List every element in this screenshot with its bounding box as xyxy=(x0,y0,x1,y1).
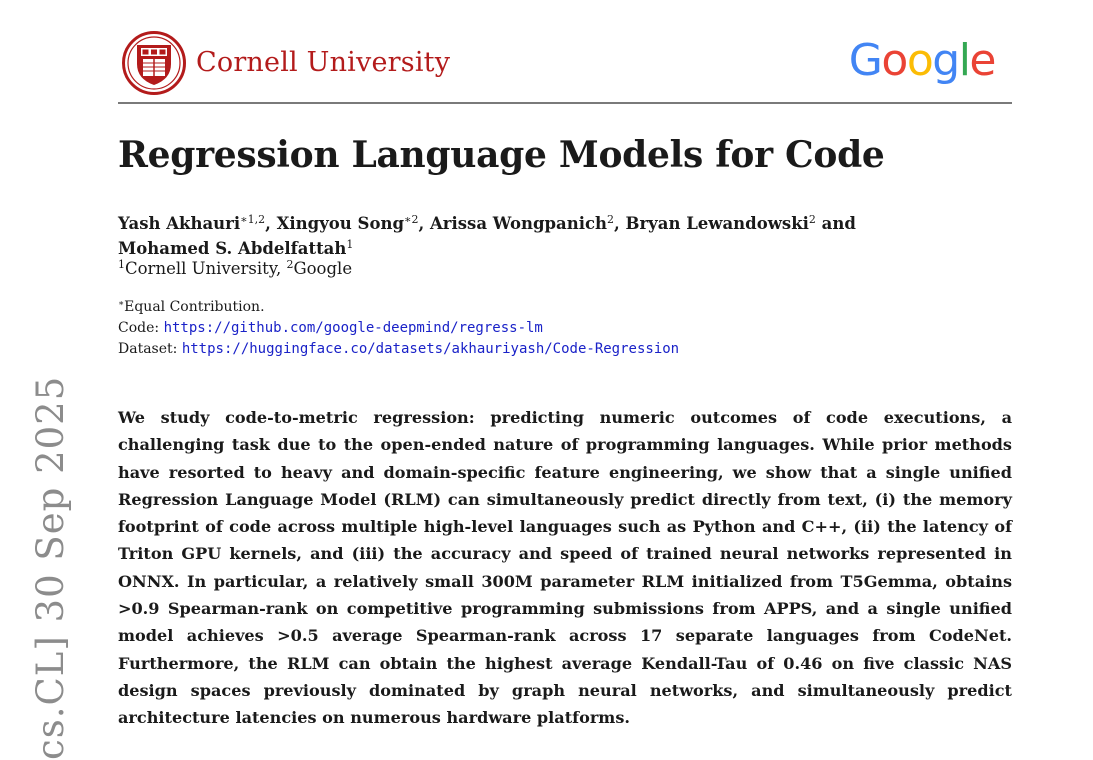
equal-note-text: Equal Contribution. xyxy=(124,299,265,315)
google-logo: Google xyxy=(848,35,997,86)
code-url-link[interactable]: https://github.com/google-deepmind/regre… xyxy=(163,320,543,336)
affiliations: 1Cornell University, 2Google xyxy=(118,258,353,278)
paper-header: Cornell University Google xyxy=(118,28,1012,104)
code-link-row: Code: https://github.com/google-deepmind… xyxy=(118,318,679,339)
dataset-label: Dataset: xyxy=(118,341,178,357)
dataset-url-link[interactable]: https://huggingface.co/datasets/akhauriy… xyxy=(181,341,680,357)
author-affiliation-mark: ∗1,2 xyxy=(240,213,266,226)
author-name: Arissa Wongpanich xyxy=(429,214,608,233)
google-logo-letter: G xyxy=(848,35,883,86)
affiliation-name: Google xyxy=(293,259,353,278)
author-name: Mohamed S. Abdelfattah xyxy=(118,239,347,258)
author-name: Bryan Lewandowski xyxy=(625,214,809,233)
cornell-seal-icon xyxy=(122,31,186,95)
dataset-link-row: Dataset: https://huggingface.co/datasets… xyxy=(118,339,679,360)
author-affiliation-mark: 1 xyxy=(346,238,354,251)
equal-mark: ∗ xyxy=(118,299,125,309)
code-label: Code: xyxy=(118,320,160,336)
arxiv-stamp: cs.CL] 30 Sep 2025 xyxy=(29,375,72,760)
author-affiliation-mark: 2 xyxy=(607,213,615,226)
equal-contribution-note: ∗Equal Contribution. xyxy=(118,297,679,318)
google-logo-letter: o xyxy=(881,35,908,86)
paper-notes: ∗Equal Contribution. Code: https://githu… xyxy=(118,297,679,360)
google-logo-letter: g xyxy=(932,35,960,86)
cornell-wordmark: Cornell University xyxy=(196,47,451,78)
google-logo-letter: o xyxy=(906,35,934,86)
google-logo-letter: e xyxy=(969,35,996,86)
paper-title: Regression Language Models for Code xyxy=(118,134,885,176)
author-name: Yash Akhauri xyxy=(118,214,241,233)
author-affiliation-mark: 2 xyxy=(808,213,816,226)
author-list: Yash Akhauri∗1,2, Xingyou Song∗2, Arissa… xyxy=(118,213,856,258)
google-logo-letter: l xyxy=(958,35,971,86)
affiliation-name: Cornell University xyxy=(125,259,276,278)
abstract-text: We study code-to-metric regression: pred… xyxy=(118,408,1012,728)
author-name: Xingyou Song xyxy=(276,214,404,233)
affiliation-number: 1 xyxy=(118,258,125,271)
author-affiliation-mark: ∗2 xyxy=(404,213,419,226)
affiliation-number: 2 xyxy=(286,258,294,271)
